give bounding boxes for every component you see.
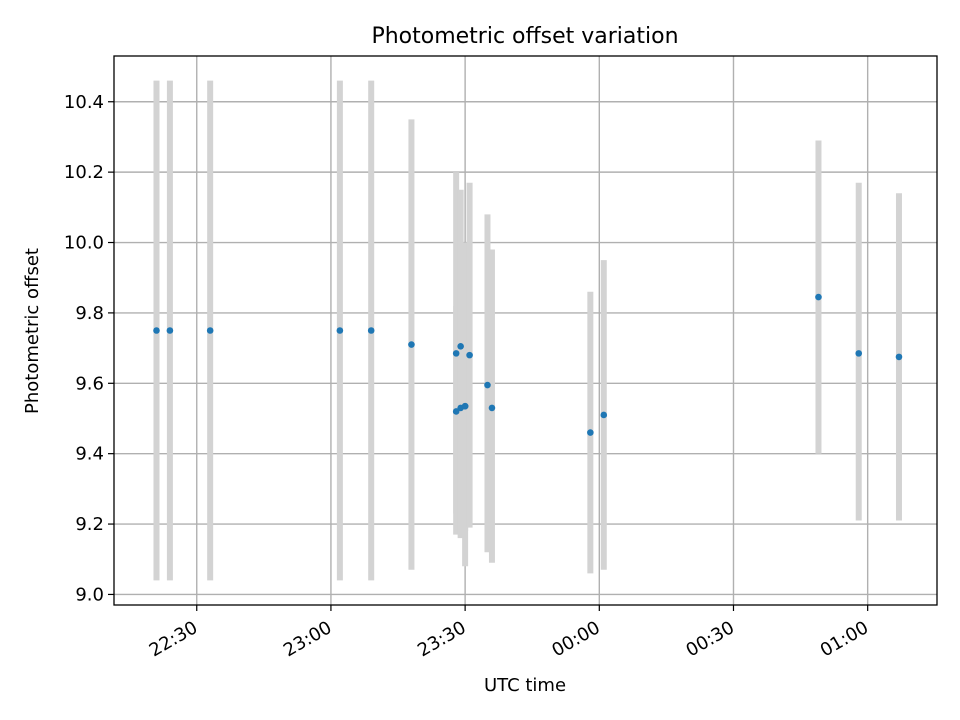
x-tick-label: 22:30: [146, 617, 201, 661]
y-tick-label: 9.2: [75, 514, 104, 535]
y-tick-label: 9.4: [75, 444, 104, 465]
data-point: [461, 402, 469, 410]
y-tick-label: 10.2: [64, 162, 104, 183]
data-point: [895, 353, 903, 361]
data-point: [452, 350, 460, 357]
y-axis-label: Photometric offset: [22, 248, 43, 414]
data-point: [815, 293, 822, 301]
grid: [114, 56, 937, 605]
data-point: [600, 411, 608, 419]
x-tick-label: 23:30: [414, 617, 469, 661]
data-point: [153, 327, 160, 334]
x-tick-label: 00:30: [683, 617, 738, 661]
plot-frame: [113, 55, 938, 606]
y-tick-label: 9.8: [75, 303, 104, 324]
x-tick-label: 23:00: [280, 617, 335, 661]
data-point: [484, 381, 491, 389]
x-tick-label: 01:00: [817, 617, 872, 661]
data-point: [488, 404, 496, 412]
y-tick-label: 10.0: [64, 233, 104, 254]
data-point: [457, 343, 464, 350]
data-point: [466, 351, 473, 359]
data-point: [452, 408, 460, 415]
data-points: [153, 293, 903, 436]
data-point: [408, 341, 415, 348]
data-point: [587, 429, 594, 436]
y-tick-label: 10.4: [64, 92, 104, 113]
data-point: [336, 327, 344, 334]
data-point: [855, 350, 863, 357]
data-point: [206, 327, 214, 334]
data-point: [367, 327, 375, 334]
chart-title: Photometric offset variation: [371, 24, 678, 49]
y-tick-label: 9.0: [75, 584, 104, 605]
error-bars: [153, 80, 902, 581]
axes: 22:30 23:00 23:30 00:00 00:30 01:00 9.0 9.2 9.4 9…: [64, 55, 938, 661]
x-axis-label: UTC time: [484, 675, 566, 696]
x-tick-label: 00:00: [548, 617, 603, 661]
y-tick-label: 9.6: [75, 373, 104, 394]
data-point: [166, 327, 174, 334]
